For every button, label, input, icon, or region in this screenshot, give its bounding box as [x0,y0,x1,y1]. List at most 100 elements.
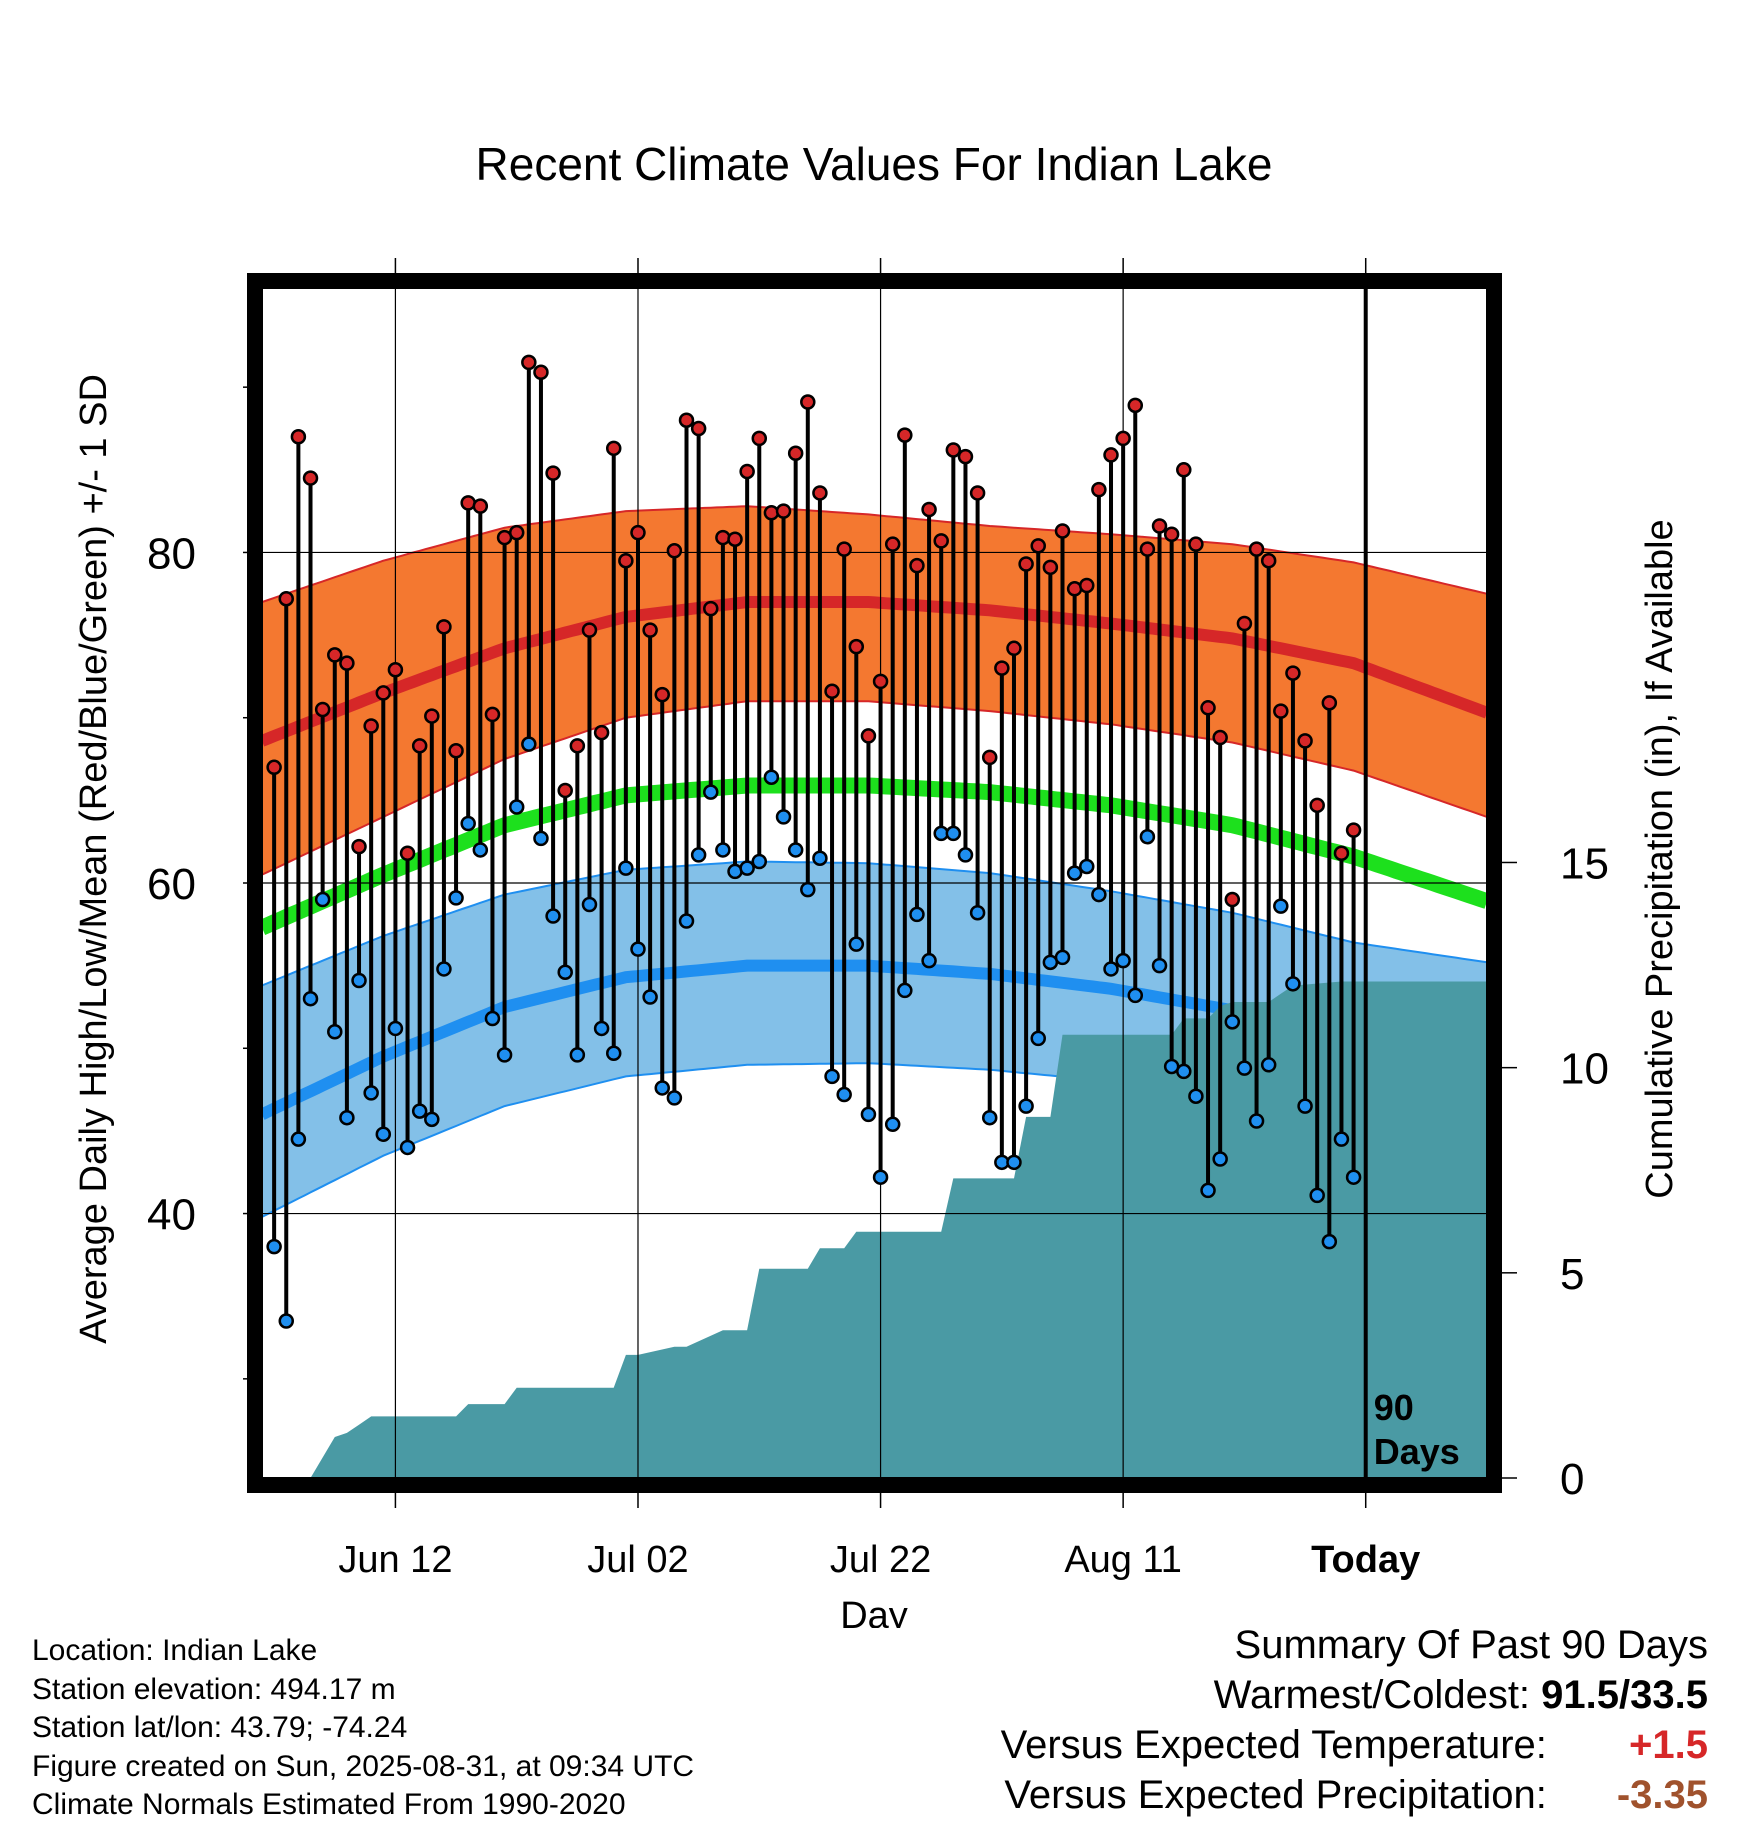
high-point [278,590,295,607]
low-point [824,1068,840,1085]
low-point [1151,957,1168,974]
high-point [1236,615,1253,632]
high-point [800,394,816,410]
high-point [508,524,525,541]
high-point [1115,430,1131,447]
low-point [1054,949,1071,966]
high-point [1333,845,1350,861]
low-point [739,860,755,876]
high-point [678,412,695,428]
high-point [593,724,610,741]
high-point [1139,541,1156,557]
high-point [1297,733,1313,749]
high-point [448,743,464,759]
low-point [1321,1233,1338,1250]
x-tick-label: Today [1311,1539,1420,1581]
temp-label: Versus Expected Temperature: [1000,1723,1547,1767]
high-point [351,838,367,855]
low-point [921,952,937,969]
high-point [1273,703,1289,719]
low-point [800,881,816,898]
low-point [1091,886,1107,903]
low-point [266,1238,282,1255]
high-point [424,708,440,724]
low-point [751,853,768,870]
low-point [654,1080,670,1096]
low-point [508,799,525,815]
temp-value: +1.5 [1629,1723,1708,1767]
high-point [1006,640,1022,657]
high-point [387,662,404,678]
low-point [812,850,828,866]
y2-tick-label: 5 [1560,1250,1584,1299]
high-point [981,749,998,766]
high-point [618,552,634,569]
low-point [1333,1131,1350,1147]
low-point [1285,976,1301,992]
high-point [715,529,731,546]
normals-text: Climate Normals Estimated From 1990-2020 [32,1788,626,1821]
high-point [569,738,586,754]
low-point [897,982,913,999]
warmest-row: Warmest/Coldest: 91.5/33.5 [1001,1670,1708,1720]
location-text: Location: Indian Lake [32,1634,318,1667]
temp-row: Versus Expected Temperature: +1.5 [1001,1720,1708,1770]
high-point [1200,700,1216,716]
low-point [484,1010,501,1027]
y-tick-label: 80 [147,529,196,578]
low-point [411,1103,428,1119]
low-point [884,1116,901,1133]
high-point [290,429,307,445]
low-point [1139,828,1156,845]
precip-row: Versus Expected Precipitation: -3.35 [1001,1770,1708,1820]
high-point [994,660,1010,676]
warmest-label: Warmest/Coldest: [1213,1673,1531,1717]
high-point [557,782,573,799]
low-point [1224,1014,1241,1030]
high-point [375,685,392,701]
high-point [1091,481,1107,498]
x-tick-label: Jun 12 [338,1539,452,1581]
high-point [1163,526,1180,543]
low-point [569,1047,586,1063]
high-point [836,541,852,557]
high-point [957,448,974,465]
low-point [375,1126,392,1142]
high-point [775,503,792,519]
low-point [1260,1057,1277,1073]
low-point [909,906,925,923]
high-point [1030,538,1046,554]
low-point [872,1169,889,1185]
high-point [787,445,804,462]
low-point [1018,1098,1034,1114]
low-point [290,1131,307,1147]
high-point [1224,891,1241,908]
y-tick-label: 60 [147,860,196,909]
normal-mean-line [262,777,1487,935]
low-point [278,1313,295,1329]
low-point [957,847,974,863]
low-point [557,964,573,980]
low-point [327,1024,343,1040]
high-point [884,536,901,552]
high-point [1018,556,1034,572]
low-point [593,1020,610,1037]
high-point [1248,541,1265,557]
high-point [314,701,331,718]
x-tick-label: Aug 11 [1064,1539,1182,1581]
plot-frame [247,273,1502,1493]
high-point [1321,695,1338,711]
high-point [727,531,743,547]
low-point [1006,1154,1022,1171]
high-point [1042,559,1059,576]
low-point [666,1090,683,1106]
high-point [266,759,282,776]
x-axis-label: Day [840,1595,908,1628]
low-point [351,972,367,989]
low-point [678,913,695,929]
high-point [630,524,646,541]
low-point [472,842,489,858]
low-point [496,1047,513,1063]
warmest-value: 91.5/33.5 [1541,1673,1708,1717]
